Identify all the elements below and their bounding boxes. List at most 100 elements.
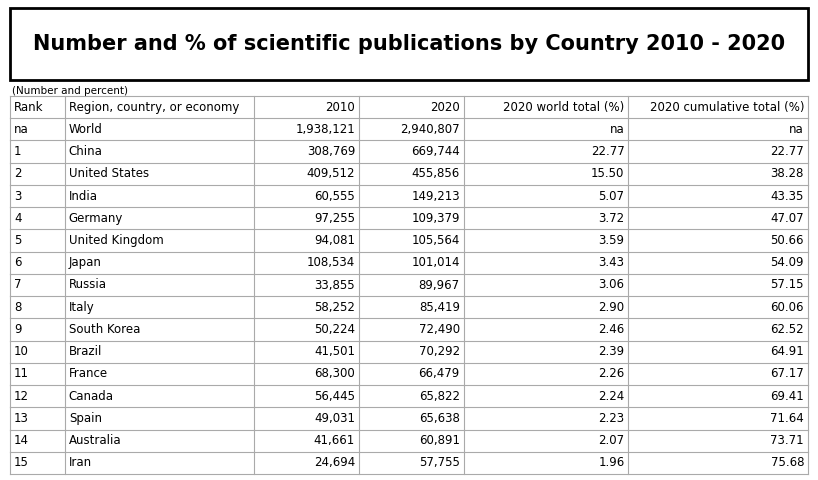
Text: United States: United States bbox=[69, 168, 149, 180]
Text: 109,379: 109,379 bbox=[411, 212, 460, 225]
Text: Spain: Spain bbox=[69, 412, 102, 425]
Bar bbox=[10, 363, 808, 385]
Bar bbox=[10, 207, 808, 229]
Text: 2.26: 2.26 bbox=[598, 368, 624, 381]
Bar bbox=[10, 141, 808, 163]
Text: 60,891: 60,891 bbox=[419, 434, 460, 447]
Text: 22.77: 22.77 bbox=[591, 145, 624, 158]
Text: 49,031: 49,031 bbox=[314, 412, 355, 425]
Text: United Kingdom: United Kingdom bbox=[69, 234, 164, 247]
Text: 97,255: 97,255 bbox=[314, 212, 355, 225]
Text: 50,224: 50,224 bbox=[314, 323, 355, 336]
Text: India: India bbox=[69, 190, 98, 203]
Bar bbox=[10, 96, 808, 118]
Text: 38.28: 38.28 bbox=[771, 168, 804, 180]
Text: Rank: Rank bbox=[14, 101, 43, 114]
Text: na: na bbox=[14, 123, 29, 136]
Bar bbox=[10, 252, 808, 274]
Text: 105,564: 105,564 bbox=[411, 234, 460, 247]
Text: 85,419: 85,419 bbox=[419, 301, 460, 314]
Text: 2.39: 2.39 bbox=[598, 345, 624, 358]
Text: 12: 12 bbox=[14, 390, 29, 403]
Text: 43.35: 43.35 bbox=[771, 190, 804, 203]
Text: 409,512: 409,512 bbox=[307, 168, 355, 180]
Text: 65,638: 65,638 bbox=[419, 412, 460, 425]
Bar bbox=[10, 274, 808, 296]
Text: 15: 15 bbox=[14, 456, 29, 469]
Text: 7: 7 bbox=[14, 278, 21, 291]
Text: 2020 world total (%): 2020 world total (%) bbox=[503, 101, 624, 114]
Text: 2.46: 2.46 bbox=[598, 323, 624, 336]
Text: 71.64: 71.64 bbox=[771, 412, 804, 425]
Text: 2020: 2020 bbox=[430, 101, 460, 114]
Text: 60,555: 60,555 bbox=[314, 190, 355, 203]
Text: World: World bbox=[69, 123, 103, 136]
Text: 108,534: 108,534 bbox=[307, 256, 355, 269]
Text: Canada: Canada bbox=[69, 390, 114, 403]
Bar bbox=[10, 408, 808, 430]
Text: 14: 14 bbox=[14, 434, 29, 447]
Text: 2020 cumulative total (%): 2020 cumulative total (%) bbox=[649, 101, 804, 114]
Text: 94,081: 94,081 bbox=[314, 234, 355, 247]
Text: 22.77: 22.77 bbox=[771, 145, 804, 158]
Text: 2010: 2010 bbox=[326, 101, 355, 114]
Text: China: China bbox=[69, 145, 103, 158]
Text: 8: 8 bbox=[14, 301, 21, 314]
Text: 57,755: 57,755 bbox=[419, 456, 460, 469]
Text: Iran: Iran bbox=[69, 456, 92, 469]
Bar bbox=[10, 229, 808, 252]
Bar bbox=[10, 385, 808, 408]
Bar bbox=[10, 185, 808, 207]
Text: 6: 6 bbox=[14, 256, 21, 269]
Text: Japan: Japan bbox=[69, 256, 101, 269]
Text: 50.66: 50.66 bbox=[771, 234, 804, 247]
Text: 4: 4 bbox=[14, 212, 21, 225]
Text: 65,822: 65,822 bbox=[419, 390, 460, 403]
Text: 33,855: 33,855 bbox=[314, 278, 355, 291]
Text: 1.96: 1.96 bbox=[598, 456, 624, 469]
Text: 62.52: 62.52 bbox=[771, 323, 804, 336]
Text: 2.90: 2.90 bbox=[598, 301, 624, 314]
Text: 2.07: 2.07 bbox=[598, 434, 624, 447]
Text: 73.71: 73.71 bbox=[771, 434, 804, 447]
Text: Brazil: Brazil bbox=[69, 345, 102, 358]
Text: Italy: Italy bbox=[69, 301, 95, 314]
Text: Russia: Russia bbox=[69, 278, 107, 291]
Text: 13: 13 bbox=[14, 412, 29, 425]
Text: 3.06: 3.06 bbox=[599, 278, 624, 291]
Text: 308,769: 308,769 bbox=[307, 145, 355, 158]
Text: 66,479: 66,479 bbox=[419, 368, 460, 381]
Text: 58,252: 58,252 bbox=[314, 301, 355, 314]
Text: 41,501: 41,501 bbox=[314, 345, 355, 358]
Bar bbox=[10, 430, 808, 452]
Text: Australia: Australia bbox=[69, 434, 122, 447]
Text: (Number and percent): (Number and percent) bbox=[12, 86, 128, 96]
Text: 9: 9 bbox=[14, 323, 21, 336]
Text: 60.06: 60.06 bbox=[771, 301, 804, 314]
Text: 2: 2 bbox=[14, 168, 21, 180]
Text: 2.23: 2.23 bbox=[598, 412, 624, 425]
Text: 101,014: 101,014 bbox=[411, 256, 460, 269]
Text: 10: 10 bbox=[14, 345, 29, 358]
Bar bbox=[10, 318, 808, 341]
Text: 89,967: 89,967 bbox=[419, 278, 460, 291]
Text: 68,300: 68,300 bbox=[314, 368, 355, 381]
Text: 2,940,807: 2,940,807 bbox=[400, 123, 460, 136]
Text: Germany: Germany bbox=[69, 212, 124, 225]
Text: 56,445: 56,445 bbox=[314, 390, 355, 403]
Text: na: na bbox=[609, 123, 624, 136]
Text: na: na bbox=[789, 123, 804, 136]
Text: 3.59: 3.59 bbox=[599, 234, 624, 247]
Text: 24,694: 24,694 bbox=[314, 456, 355, 469]
Text: 57.15: 57.15 bbox=[771, 278, 804, 291]
Text: 5: 5 bbox=[14, 234, 21, 247]
Text: 69.41: 69.41 bbox=[771, 390, 804, 403]
Text: 3.43: 3.43 bbox=[599, 256, 624, 269]
Text: 11: 11 bbox=[14, 368, 29, 381]
Text: 3.72: 3.72 bbox=[598, 212, 624, 225]
Text: 15.50: 15.50 bbox=[591, 168, 624, 180]
Text: South Korea: South Korea bbox=[69, 323, 140, 336]
Bar bbox=[10, 8, 808, 80]
Text: 54.09: 54.09 bbox=[771, 256, 804, 269]
Bar bbox=[10, 163, 808, 185]
